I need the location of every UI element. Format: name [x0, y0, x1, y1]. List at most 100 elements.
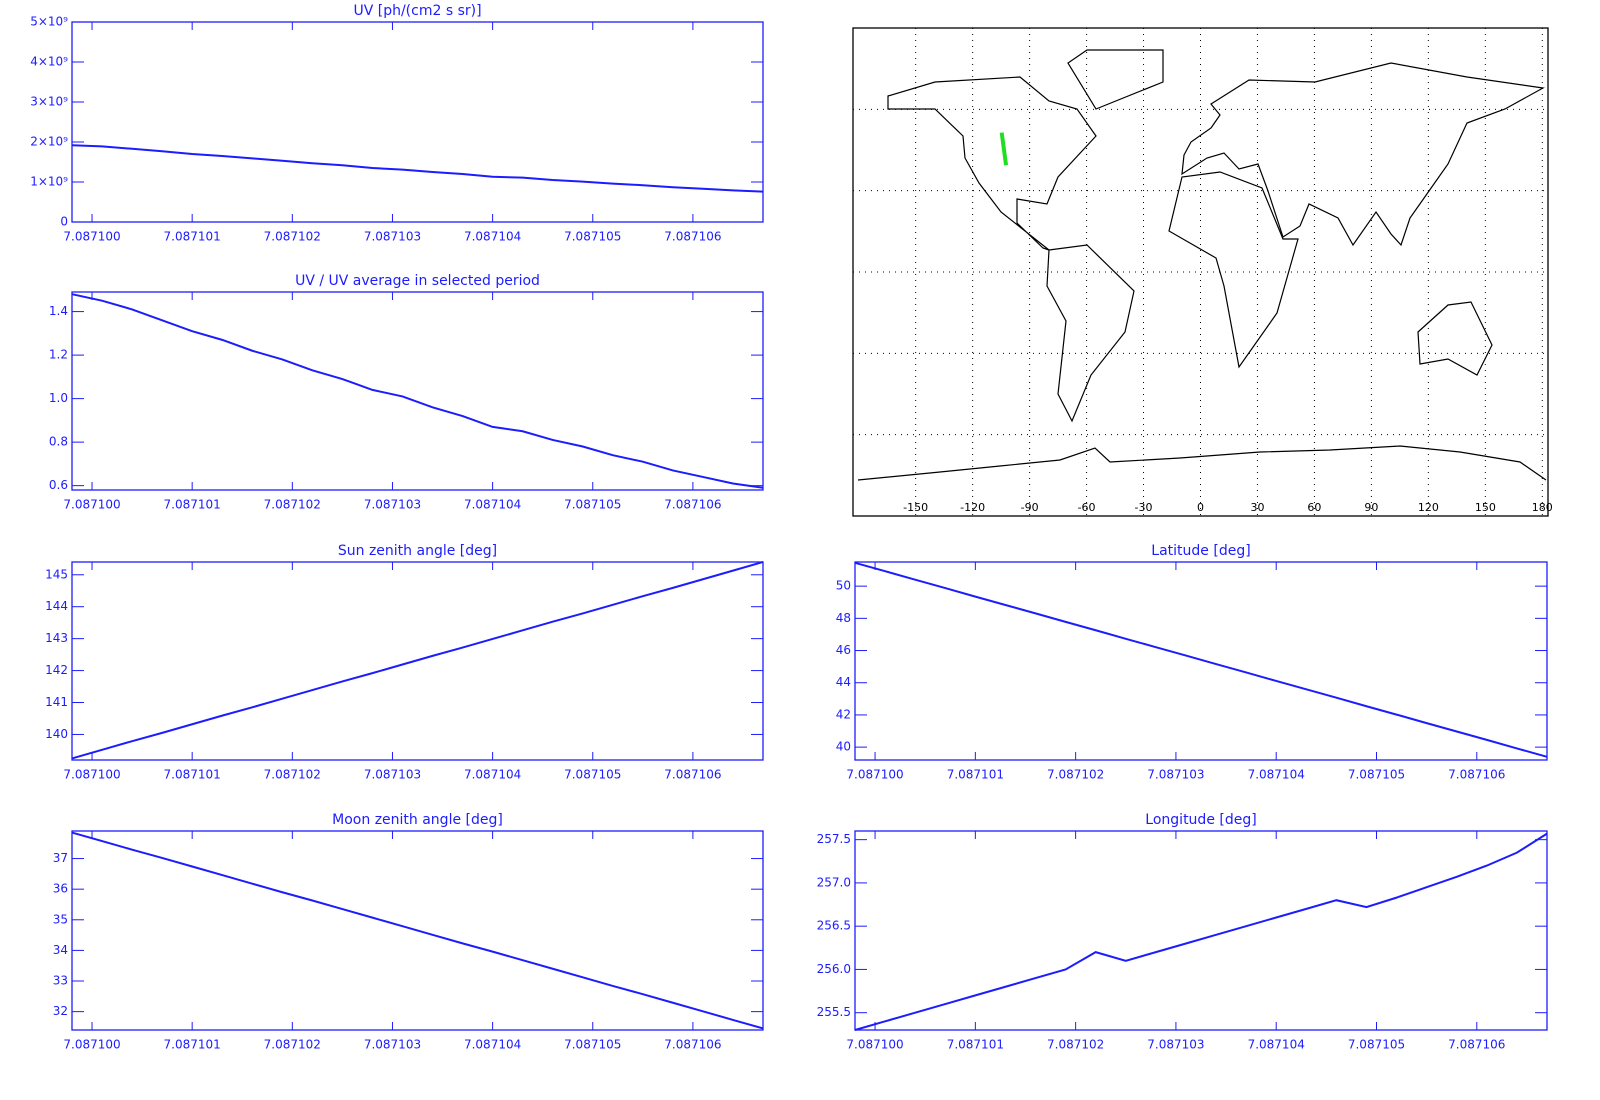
x-tick-label: 7.087103	[364, 498, 421, 512]
x-tick-label: 150	[1475, 501, 1496, 514]
x-tick-label: 7.087102	[264, 498, 321, 512]
x-tick-label: 7.087101	[164, 1038, 221, 1052]
plot-frame	[71, 21, 764, 223]
y-tick-label: 35	[53, 912, 68, 926]
x-tick-label: 7.087105	[564, 1038, 621, 1052]
data-line	[71, 144, 764, 193]
chart-title: UV [ph/(cm2 s sr)]	[353, 3, 481, 19]
y-tick-label: 1.0	[49, 391, 68, 405]
chart-title: Moon zenith angle [deg]	[332, 812, 503, 828]
x-tick-label: 7.087104	[464, 498, 521, 512]
chart-title: Latitude [deg]	[1151, 543, 1250, 559]
y-tick-label: 48	[836, 611, 851, 625]
x-tick-label: -60	[1078, 501, 1096, 514]
x-tick-label: 7.087106	[664, 498, 721, 512]
y-tick-label: 257.5	[817, 832, 851, 846]
plot-frame	[71, 291, 764, 491]
x-tick-label: 30	[1250, 501, 1264, 514]
chart-title: Longitude [deg]	[1145, 812, 1256, 828]
x-tick-label: 7.087100	[63, 498, 120, 512]
x-tick-label: -120	[960, 501, 985, 514]
y-tick-label: 34	[53, 943, 68, 957]
africa	[1168, 171, 1299, 369]
y-tick-label: 142	[45, 663, 68, 677]
y-tick-label: 141	[45, 695, 68, 709]
plot-frame	[854, 830, 1548, 1031]
y-tick-label: 50	[836, 579, 851, 593]
x-tick-label: 7.087106	[1448, 768, 1505, 782]
australia	[1417, 301, 1493, 376]
x-tick-label: 7.087104	[1248, 1038, 1305, 1052]
chart-title: UV / UV average in selected period	[295, 273, 540, 289]
x-tick-label: 7.087101	[164, 498, 221, 512]
y-tick-label: 5×10⁹	[30, 15, 68, 29]
y-tick-label: 36	[53, 882, 68, 896]
x-tick-label: 7.087106	[664, 230, 721, 244]
x-tick-label: 7.087103	[1147, 1038, 1204, 1052]
x-tick-label: 7.087101	[164, 768, 221, 782]
x-tick-label: 7.087101	[164, 230, 221, 244]
x-tick-label: 7.087103	[364, 768, 421, 782]
y-tick-label: 0.8	[49, 435, 68, 449]
y-tick-label: 42	[836, 707, 851, 721]
north-america	[887, 76, 1097, 251]
y-tick-label: 255.5	[817, 1005, 851, 1019]
x-tick-label: 7.087105	[1348, 1038, 1405, 1052]
x-tick-label: 7.087102	[264, 230, 321, 244]
y-tick-label: 44	[836, 675, 851, 689]
x-tick-label: -150	[903, 501, 928, 514]
x-tick-label: 0	[1197, 501, 1204, 514]
y-tick-label: 1×10⁹	[30, 175, 68, 189]
plot-frame	[854, 561, 1548, 761]
y-tick-label: 144	[45, 599, 68, 613]
x-tick-label: -90	[1021, 501, 1039, 514]
eurasia	[1181, 62, 1545, 247]
x-tick-label: 7.087105	[564, 230, 621, 244]
x-tick-label: 7.087106	[1448, 1038, 1505, 1052]
y-tick-label: 0	[60, 215, 68, 229]
x-tick-label: 7.087104	[464, 768, 521, 782]
y-tick-label: 37	[53, 851, 68, 865]
x-tick-label: 180	[1532, 501, 1553, 514]
x-tick-label: -30	[1135, 501, 1153, 514]
y-tick-label: 143	[45, 631, 68, 645]
x-tick-label: 7.087100	[63, 1038, 120, 1052]
x-tick-label: 7.087103	[1147, 768, 1204, 782]
y-tick-label: 256.0	[817, 962, 851, 976]
x-tick-label: 120	[1418, 501, 1439, 514]
data-line	[854, 561, 1548, 758]
x-tick-label: 7.087104	[1248, 768, 1305, 782]
x-tick-label: 7.087100	[63, 230, 120, 244]
x-tick-label: 7.087104	[464, 1038, 521, 1052]
x-tick-label: 7.087101	[947, 768, 1004, 782]
x-tick-label: 7.087102	[1047, 1038, 1104, 1052]
data-line	[71, 293, 764, 489]
x-tick-label: 90	[1364, 501, 1378, 514]
x-tick-label: 7.087101	[947, 1038, 1004, 1052]
world-coastlines	[857, 49, 1547, 481]
y-tick-label: 2×10⁹	[30, 135, 68, 149]
y-tick-label: 4×10⁹	[30, 55, 68, 69]
x-tick-label: 7.087102	[1047, 768, 1104, 782]
x-tick-label: 7.087103	[364, 1038, 421, 1052]
y-tick-label: 32	[53, 1004, 68, 1018]
y-tick-label: 40	[836, 740, 851, 754]
x-tick-label: 7.087100	[846, 1038, 903, 1052]
y-tick-label: 3×10⁹	[30, 95, 68, 109]
y-tick-label: 1.4	[49, 304, 68, 318]
x-tick-label: 7.087104	[464, 230, 521, 244]
data-line	[71, 831, 764, 1030]
data-line	[71, 561, 764, 760]
y-tick-label: 256.5	[817, 919, 851, 933]
south-america	[1046, 244, 1135, 423]
x-tick-label: 7.087105	[564, 498, 621, 512]
x-tick-label: 7.087105	[564, 768, 621, 782]
x-tick-label: 7.087105	[1348, 768, 1405, 782]
antarctica	[857, 445, 1547, 481]
y-tick-label: 145	[45, 567, 68, 581]
y-tick-label: 0.6	[49, 478, 68, 492]
x-tick-label: 7.087102	[264, 1038, 321, 1052]
x-tick-label: 7.087100	[846, 768, 903, 782]
x-tick-label: 60	[1307, 501, 1321, 514]
